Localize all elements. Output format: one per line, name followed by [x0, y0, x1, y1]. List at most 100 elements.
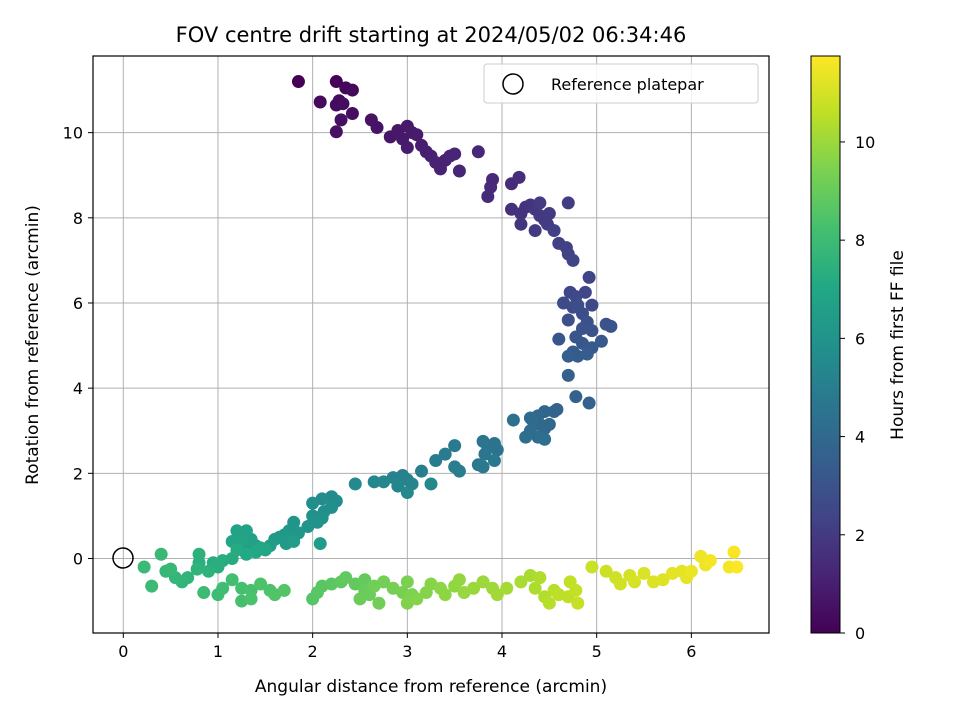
data-point	[604, 319, 618, 333]
data-point	[547, 405, 561, 419]
data-point	[628, 575, 642, 589]
x-tick-label: 3	[402, 642, 412, 661]
legend-marker-reference	[502, 73, 524, 95]
x-tick-label: 6	[686, 642, 696, 661]
data-point	[561, 313, 575, 327]
data-point	[580, 347, 594, 361]
x-tick-label: 1	[213, 642, 223, 661]
colorbar-tick-label: 4	[855, 428, 865, 447]
colorbar-gradient	[810, 55, 841, 634]
data-point	[254, 577, 268, 591]
data-point	[377, 575, 391, 589]
data-point	[400, 575, 414, 589]
data-point	[566, 253, 580, 267]
data-point	[377, 475, 391, 489]
x-tick-label: 0	[118, 642, 128, 661]
chart-title: FOV centre drift starting at 2024/05/02 …	[176, 23, 687, 47]
data-point	[538, 432, 552, 446]
data-point	[487, 454, 501, 468]
data-point	[429, 454, 443, 468]
data-point	[225, 573, 239, 587]
data-point	[424, 477, 438, 491]
data-point	[216, 581, 230, 595]
data-point	[192, 547, 206, 561]
data-point	[523, 411, 537, 425]
data-point	[410, 128, 424, 142]
data-point	[415, 464, 429, 478]
data-point	[202, 564, 216, 578]
y-axis-ticks: 0 2 4 6 8 10	[63, 124, 93, 568]
y-tick-label: 0	[73, 549, 83, 568]
data-point	[334, 113, 348, 127]
data-point	[329, 75, 343, 89]
colorbar-tick-label: 0	[855, 624, 865, 643]
data-point	[467, 581, 481, 595]
colorbar: 0 2 4 6 8 10 Hours from first FF file	[810, 55, 908, 643]
legend: Reference platepar	[483, 63, 759, 104]
reference-platepar-marker	[112, 547, 134, 569]
data-point	[137, 560, 151, 574]
legend-label-reference: Reference platepar	[551, 75, 704, 94]
data-point	[585, 560, 599, 574]
data-point	[197, 586, 211, 600]
colorbar-tick-label: 6	[855, 329, 865, 348]
data-point	[391, 479, 405, 493]
data-point	[561, 368, 575, 382]
data-point	[528, 224, 542, 238]
data-point	[438, 588, 452, 602]
data-point	[452, 464, 466, 478]
data-point	[471, 145, 485, 159]
data-point	[164, 562, 178, 576]
x-axis-label: Angular distance from reference (arcmin)	[255, 677, 607, 697]
data-point	[514, 217, 528, 231]
data-point	[727, 545, 741, 559]
data-point	[552, 332, 566, 346]
data-point	[582, 270, 596, 284]
data-point	[571, 596, 585, 610]
data-point	[244, 592, 258, 606]
data-point	[301, 520, 315, 534]
data-point	[533, 571, 547, 585]
data-point	[703, 554, 717, 568]
data-point	[348, 477, 362, 491]
data-point	[358, 573, 372, 587]
data-point	[476, 434, 490, 448]
data-point	[730, 560, 744, 574]
data-point	[569, 390, 583, 404]
data-point	[313, 537, 327, 551]
data-point	[448, 439, 462, 453]
data-point	[547, 224, 561, 238]
colorbar-tick-label: 8	[855, 231, 865, 250]
data-point	[533, 196, 547, 210]
y-tick-label: 8	[73, 209, 83, 228]
data-point	[452, 573, 466, 587]
data-point	[370, 121, 384, 135]
x-axis-ticks: 0 1 2 3 4 5 6	[118, 633, 696, 661]
data-point	[519, 430, 533, 444]
data-point	[585, 298, 599, 312]
data-point	[329, 125, 343, 139]
data-point	[452, 164, 466, 178]
y-axis-label: Rotation from reference (arcmin)	[23, 205, 43, 485]
grid	[93, 56, 769, 633]
data-point	[506, 413, 520, 427]
colorbar-tick-label: 2	[855, 526, 865, 545]
data-point	[400, 141, 414, 155]
data-point	[353, 592, 367, 606]
data-point	[345, 83, 359, 97]
x-tick-label: 4	[497, 642, 507, 661]
data-point	[313, 95, 327, 109]
data-point	[306, 496, 320, 510]
data-point	[190, 562, 204, 576]
data-point	[145, 579, 159, 593]
data-point	[561, 349, 575, 363]
data-point	[372, 596, 386, 610]
data-point	[481, 190, 495, 204]
colorbar-label: Hours from first FF file	[888, 250, 908, 440]
data-point	[656, 573, 670, 587]
data-point	[438, 447, 452, 461]
data-point	[528, 581, 542, 595]
data-point	[599, 564, 613, 578]
data-point	[277, 583, 291, 597]
